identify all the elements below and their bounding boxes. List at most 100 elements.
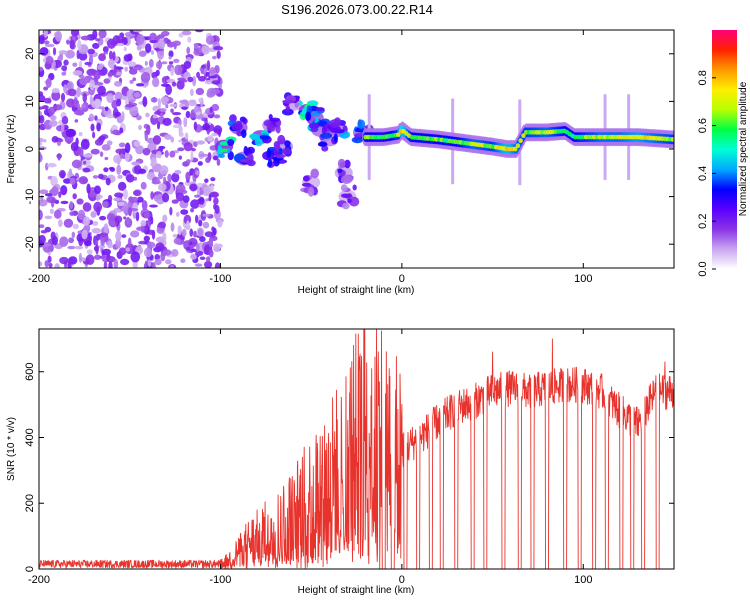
noise-blob xyxy=(164,150,169,158)
noise-blob xyxy=(197,228,204,237)
noise-blob xyxy=(205,35,215,45)
noise-blob xyxy=(176,211,180,217)
noise-blob xyxy=(94,115,98,121)
noise-blob xyxy=(198,203,205,209)
noise-blob xyxy=(112,51,116,61)
noise-blob xyxy=(170,66,175,76)
noise-blob xyxy=(195,87,205,96)
noise-blob xyxy=(205,256,211,263)
noise-blob xyxy=(125,247,131,252)
noise-blob xyxy=(135,83,145,87)
noise-blob xyxy=(195,214,199,224)
transition-blob xyxy=(217,153,225,159)
noise-blob xyxy=(203,186,211,196)
noise-blob xyxy=(44,260,50,268)
noise-blob xyxy=(49,208,54,214)
ridge-core xyxy=(515,143,521,149)
noise-blob xyxy=(165,104,169,109)
noise-blob xyxy=(86,249,93,255)
noise-blob xyxy=(214,262,221,268)
noise-blob xyxy=(129,105,139,117)
noise-blob xyxy=(77,39,82,51)
noise-blob xyxy=(148,204,158,208)
noise-blob xyxy=(171,199,179,204)
noise-blob xyxy=(115,71,123,76)
noise-blob xyxy=(48,106,56,116)
noise-blob xyxy=(92,42,100,50)
noise-blob xyxy=(95,196,101,201)
noise-blob xyxy=(69,39,75,50)
noise-blob xyxy=(162,232,167,242)
noise-blob xyxy=(111,99,118,110)
noise-blob xyxy=(69,211,75,216)
noise-blob xyxy=(82,161,87,165)
noise-blob xyxy=(65,98,76,108)
noise-blob xyxy=(178,119,182,126)
y-tick-label: 200 xyxy=(24,494,36,512)
transition-blob xyxy=(320,132,333,139)
noise-blob xyxy=(98,173,104,180)
noise-blob xyxy=(93,254,102,260)
noise-blob xyxy=(131,161,141,166)
noise-blob xyxy=(82,167,91,173)
noise-blob xyxy=(39,36,45,45)
noise-blob xyxy=(150,191,155,200)
noise-blob xyxy=(78,146,84,158)
noise-blob xyxy=(170,136,175,143)
noise-blob xyxy=(98,135,106,141)
noise-blob xyxy=(39,137,44,143)
noise-blob xyxy=(185,171,191,181)
noise-blob xyxy=(187,76,194,83)
noise-blob xyxy=(112,129,120,136)
transition-blob xyxy=(236,130,243,137)
noise-blob xyxy=(155,242,165,251)
noise-blob xyxy=(132,260,138,268)
noise-blob xyxy=(178,155,182,160)
noise-blob xyxy=(116,164,122,176)
noise-blob xyxy=(103,167,109,173)
noise-blob xyxy=(39,46,49,56)
transition-blob xyxy=(269,117,281,122)
noise-blob xyxy=(198,196,205,205)
noise-blob xyxy=(71,231,76,238)
transition-blob xyxy=(241,129,247,139)
noise-blob xyxy=(69,201,74,210)
noise-blob xyxy=(80,139,90,150)
noise-blob xyxy=(182,195,190,203)
noise-blob xyxy=(59,236,69,247)
noise-blob xyxy=(72,193,77,200)
noise-blob xyxy=(170,108,174,113)
noise-blob xyxy=(116,42,125,47)
noise-blob xyxy=(55,30,63,42)
noise-blob xyxy=(78,252,83,263)
noise-blob xyxy=(39,66,44,72)
noise-blob xyxy=(168,50,174,58)
noise-blob xyxy=(162,192,170,203)
noise-blob xyxy=(163,176,167,184)
noise-blob xyxy=(198,153,208,158)
noise-blob xyxy=(210,191,219,198)
colorbar-label: Normalized spectral amplitude xyxy=(738,81,749,216)
noise-blob xyxy=(151,262,156,268)
noise-blob xyxy=(68,168,73,177)
noise-blob xyxy=(95,98,102,108)
noise-blob xyxy=(127,237,132,249)
noise-blob xyxy=(156,151,162,159)
noise-blob xyxy=(108,261,113,268)
noise-blob xyxy=(92,30,98,40)
transition-blob xyxy=(227,151,234,161)
noise-blob xyxy=(92,131,96,139)
noise-blob xyxy=(217,84,223,89)
noise-blob xyxy=(147,259,152,268)
noise-blob xyxy=(185,110,191,119)
transition-blob xyxy=(354,133,363,138)
noise-blob xyxy=(140,72,151,83)
noise-blob xyxy=(205,198,210,202)
noise-blob xyxy=(43,86,49,91)
transition-blob xyxy=(301,182,312,187)
noise-blob xyxy=(108,50,113,60)
noise-blob xyxy=(124,151,130,162)
noise-blob xyxy=(198,75,207,82)
noise-blob xyxy=(152,114,158,119)
noise-blob xyxy=(98,53,106,62)
